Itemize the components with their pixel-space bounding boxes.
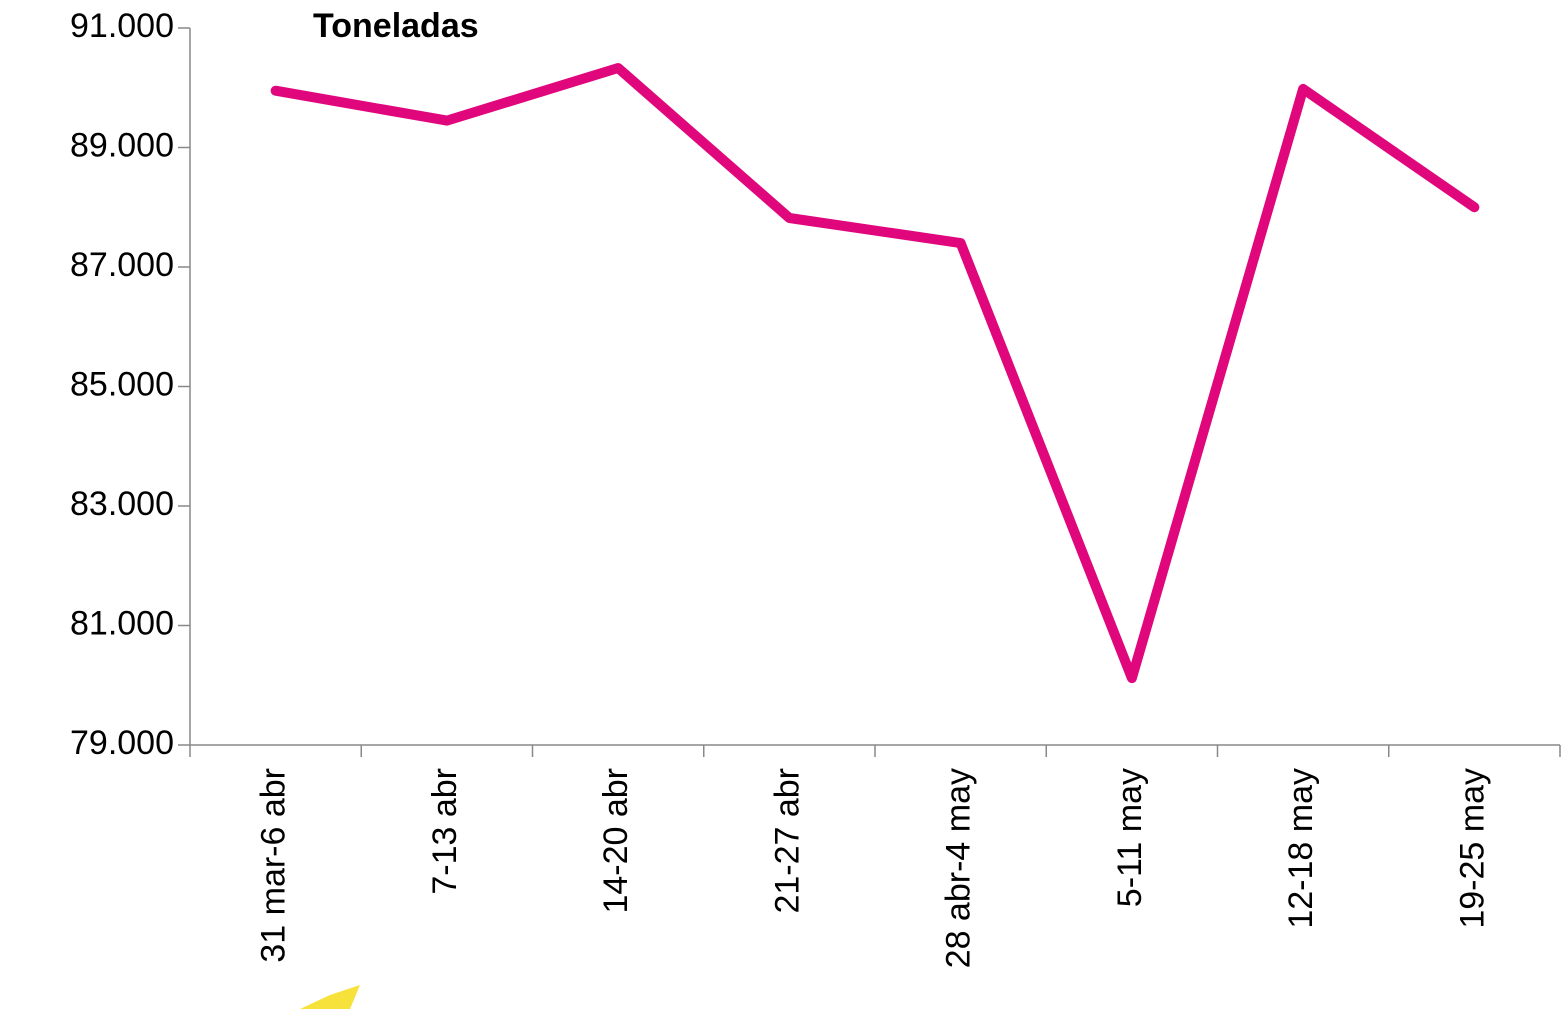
- y-tick-label: 85.000: [70, 365, 174, 403]
- chart-title: Toneladas: [313, 7, 479, 45]
- decoration: [300, 985, 360, 1009]
- x-tick-label: 28 abr-4 may: [940, 768, 978, 968]
- x-tick-label: 31 mar-6 abr: [255, 768, 293, 963]
- x-tick-label: 12-18 may: [1282, 768, 1320, 929]
- y-tick-label: 91.000: [70, 7, 174, 45]
- y-tick-label: 89.000: [70, 126, 174, 164]
- x-tick-label: 21-27 abr: [768, 768, 806, 914]
- y-tick-label: 79.000: [70, 724, 174, 762]
- y-tick-label: 83.000: [70, 485, 174, 523]
- x-tick-label: 5-11 may: [1111, 768, 1149, 907]
- line: [270, 63, 1480, 684]
- y-tick-label: 81.000: [70, 604, 174, 642]
- x-tick-label: 7-13 abr: [426, 768, 464, 895]
- y-tick-label: 87.000: [70, 246, 174, 284]
- x-tick-label: 19-25 may: [1453, 768, 1491, 929]
- x-tick-label: 14-20 abr: [597, 768, 635, 914]
